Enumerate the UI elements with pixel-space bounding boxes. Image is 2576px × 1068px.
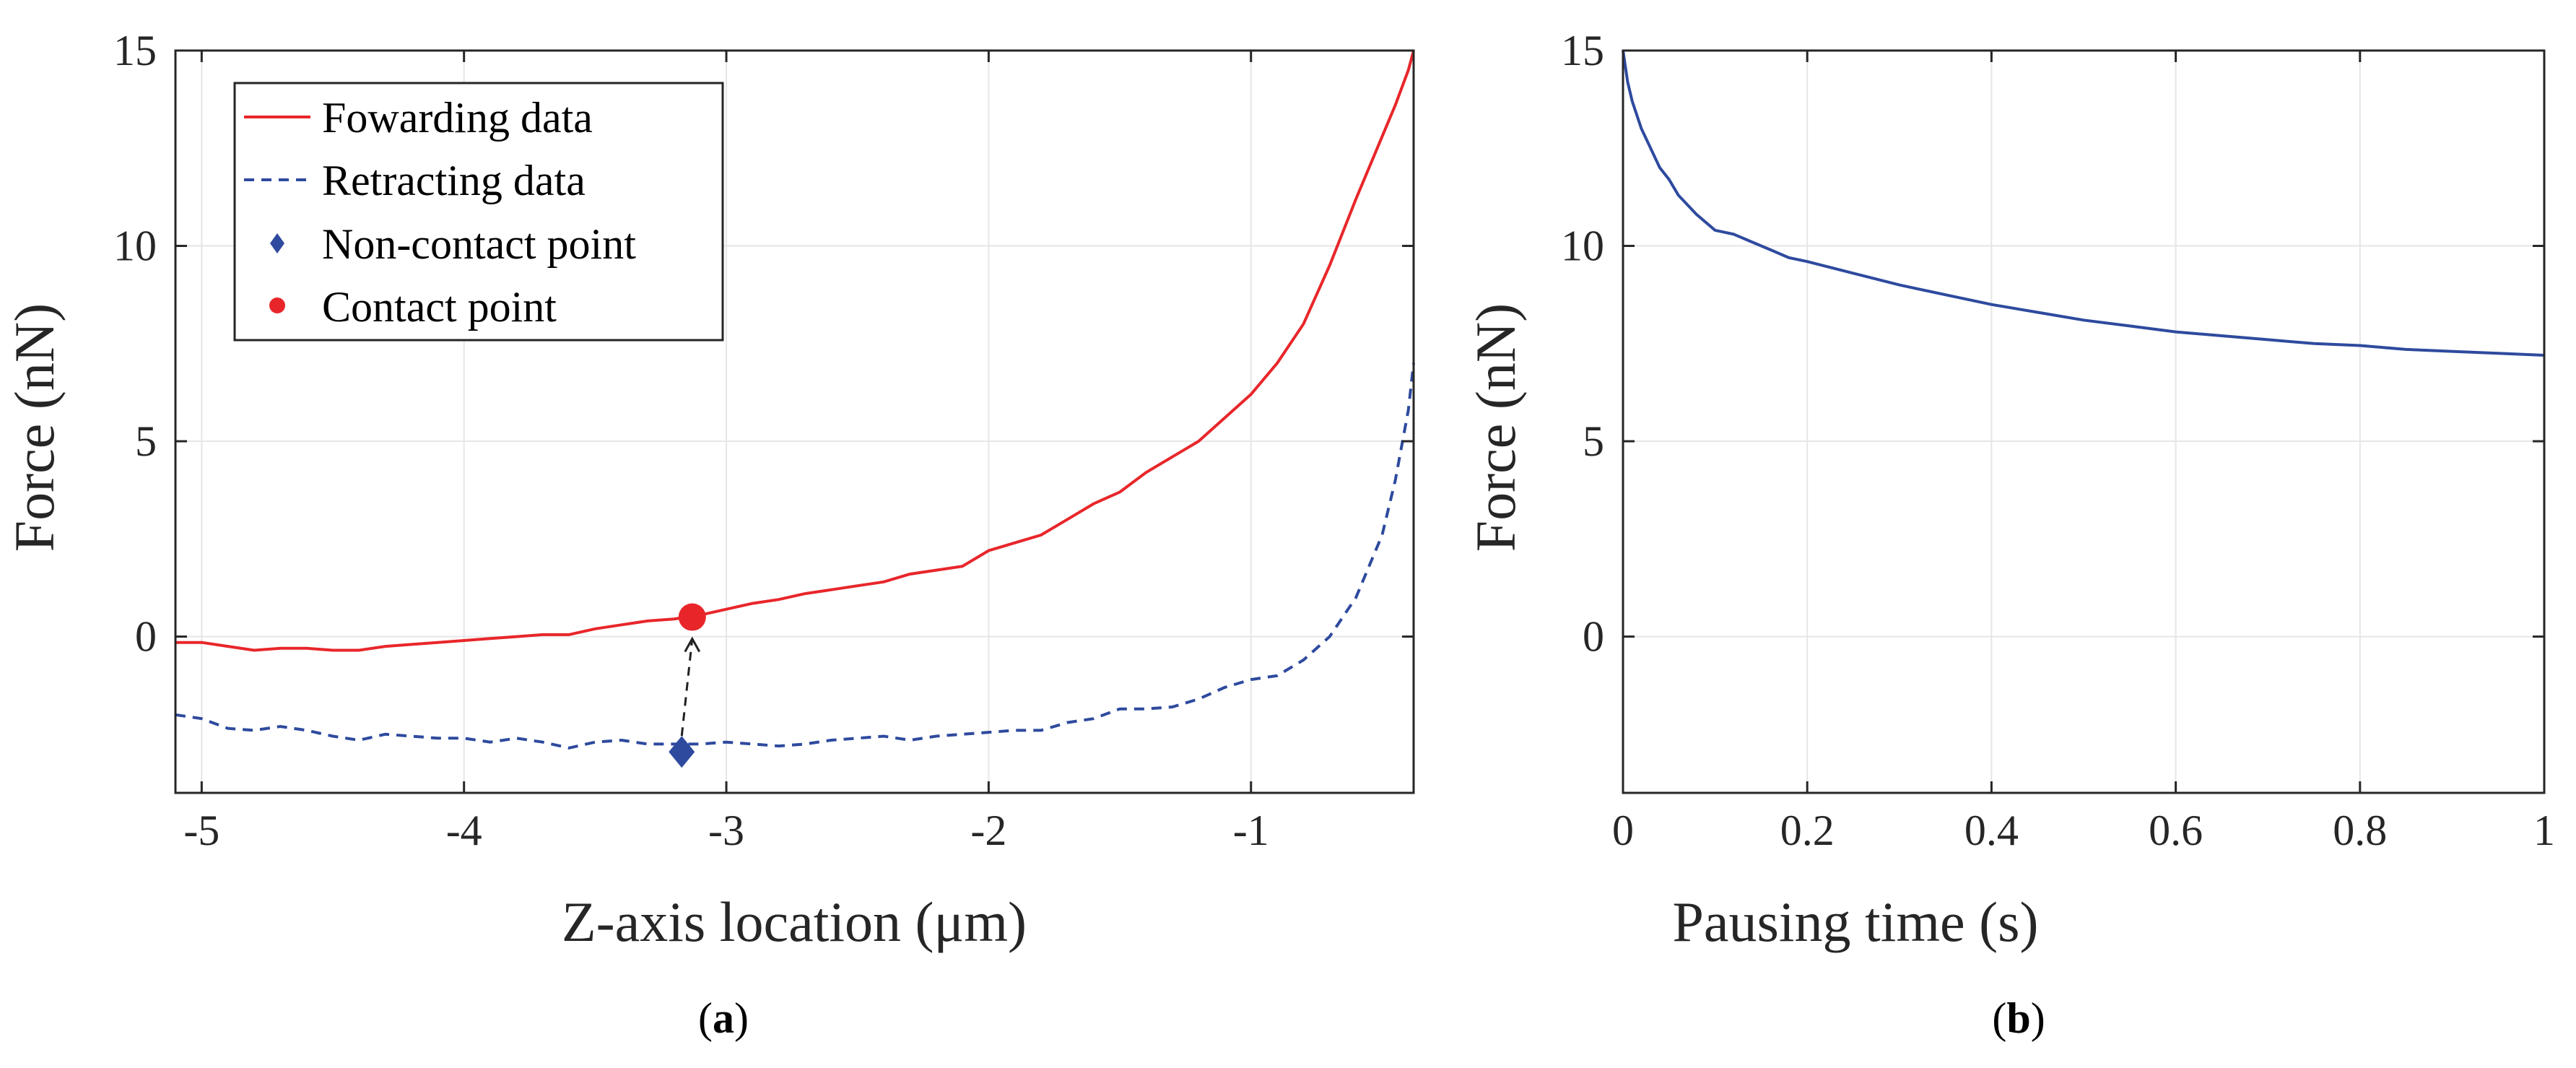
panel-a-y-axis-label: Force (nN) (3, 303, 66, 552)
panel-b-series (1622, 50, 2545, 357)
panel-a-y-tick-labels: 0 5 10 15 (113, 27, 157, 661)
panel-a-caption: (a) (698, 994, 749, 1042)
forwarding-data-line (175, 50, 1415, 652)
panel-b-y-axis-label: Force (nN) (1464, 303, 1527, 552)
panel-a-x-axis-label: Z-axis location (μm) (562, 890, 1027, 953)
force-relaxation-line (1622, 50, 2545, 357)
panel-b-caption: (b) (1992, 994, 2045, 1042)
x-tick-label: 0.6 (2149, 807, 2203, 854)
y-tick-label: 15 (113, 27, 157, 74)
non-contact-point-marker (669, 736, 695, 768)
legend-contact-label: Contact point (322, 283, 557, 331)
x-tick-label: 1 (2533, 807, 2555, 854)
panel-b-x-axis-label: Pausing time (s) (1673, 890, 2039, 953)
panel-a-legend: Fowarding data Retracting data Non-conta… (233, 82, 724, 342)
x-tick-label: 0.8 (2333, 807, 2387, 854)
retracting-data-line (175, 362, 1415, 750)
panel-a-annotations (669, 603, 706, 768)
legend-box (233, 82, 724, 342)
x-tick-label: -3 (708, 807, 744, 854)
legend-retracting-label: Retracting data (322, 157, 586, 204)
x-tick-label: -1 (1233, 807, 1269, 854)
x-tick-label: 0.4 (1964, 807, 2019, 854)
panel-b-y-tick-labels: 0 5 10 15 (1561, 27, 1604, 661)
contact-arrow-line (680, 638, 694, 737)
panel-a-chart: -5 -4 -3 -2 -1 0 5 10 15 Z-axis location (μm) F… (3, 27, 1415, 1042)
legend-forwarding-label: Fowarding data (322, 94, 593, 142)
y-tick-label: 5 (135, 417, 157, 465)
contact-point-marker (678, 603, 706, 631)
panel-b-grid (1622, 50, 2545, 793)
panel-b-axes-box (1622, 49, 2546, 794)
panel-b-chart: 0 0.2 0.4 0.6 0.8 1 0 5 10 15 Pausing time (s) F… (1464, 27, 2555, 1042)
y-tick-label: 10 (1561, 222, 1604, 270)
y-tick-label: 0 (135, 613, 157, 661)
x-tick-label: 0 (1612, 807, 1634, 854)
panel-a-x-tick-labels: -5 -4 -3 -2 -1 (183, 807, 1269, 854)
x-tick-label: -4 (446, 807, 482, 854)
legend-circle-icon (269, 298, 285, 313)
y-tick-label: 0 (1583, 613, 1604, 661)
contact-arrow-head (684, 636, 701, 653)
panel-b-ticks (1622, 49, 2546, 793)
x-tick-label: 0.2 (1780, 807, 1835, 854)
x-tick-label: -5 (183, 807, 219, 854)
y-tick-label: 10 (113, 222, 157, 270)
legend-non-contact-label: Non-contact point (322, 220, 636, 268)
panel-a-series (175, 50, 1415, 750)
panel-a-ticks (175, 49, 1414, 793)
legend-diamond-icon (270, 233, 284, 253)
y-tick-label: 15 (1561, 27, 1604, 74)
panel-b-x-tick-labels: 0 0.2 0.4 0.6 0.8 1 (1612, 807, 2555, 854)
x-tick-label: -2 (970, 807, 1006, 854)
panel-a-axes-box (174, 49, 1415, 794)
y-tick-label: 5 (1583, 417, 1604, 465)
